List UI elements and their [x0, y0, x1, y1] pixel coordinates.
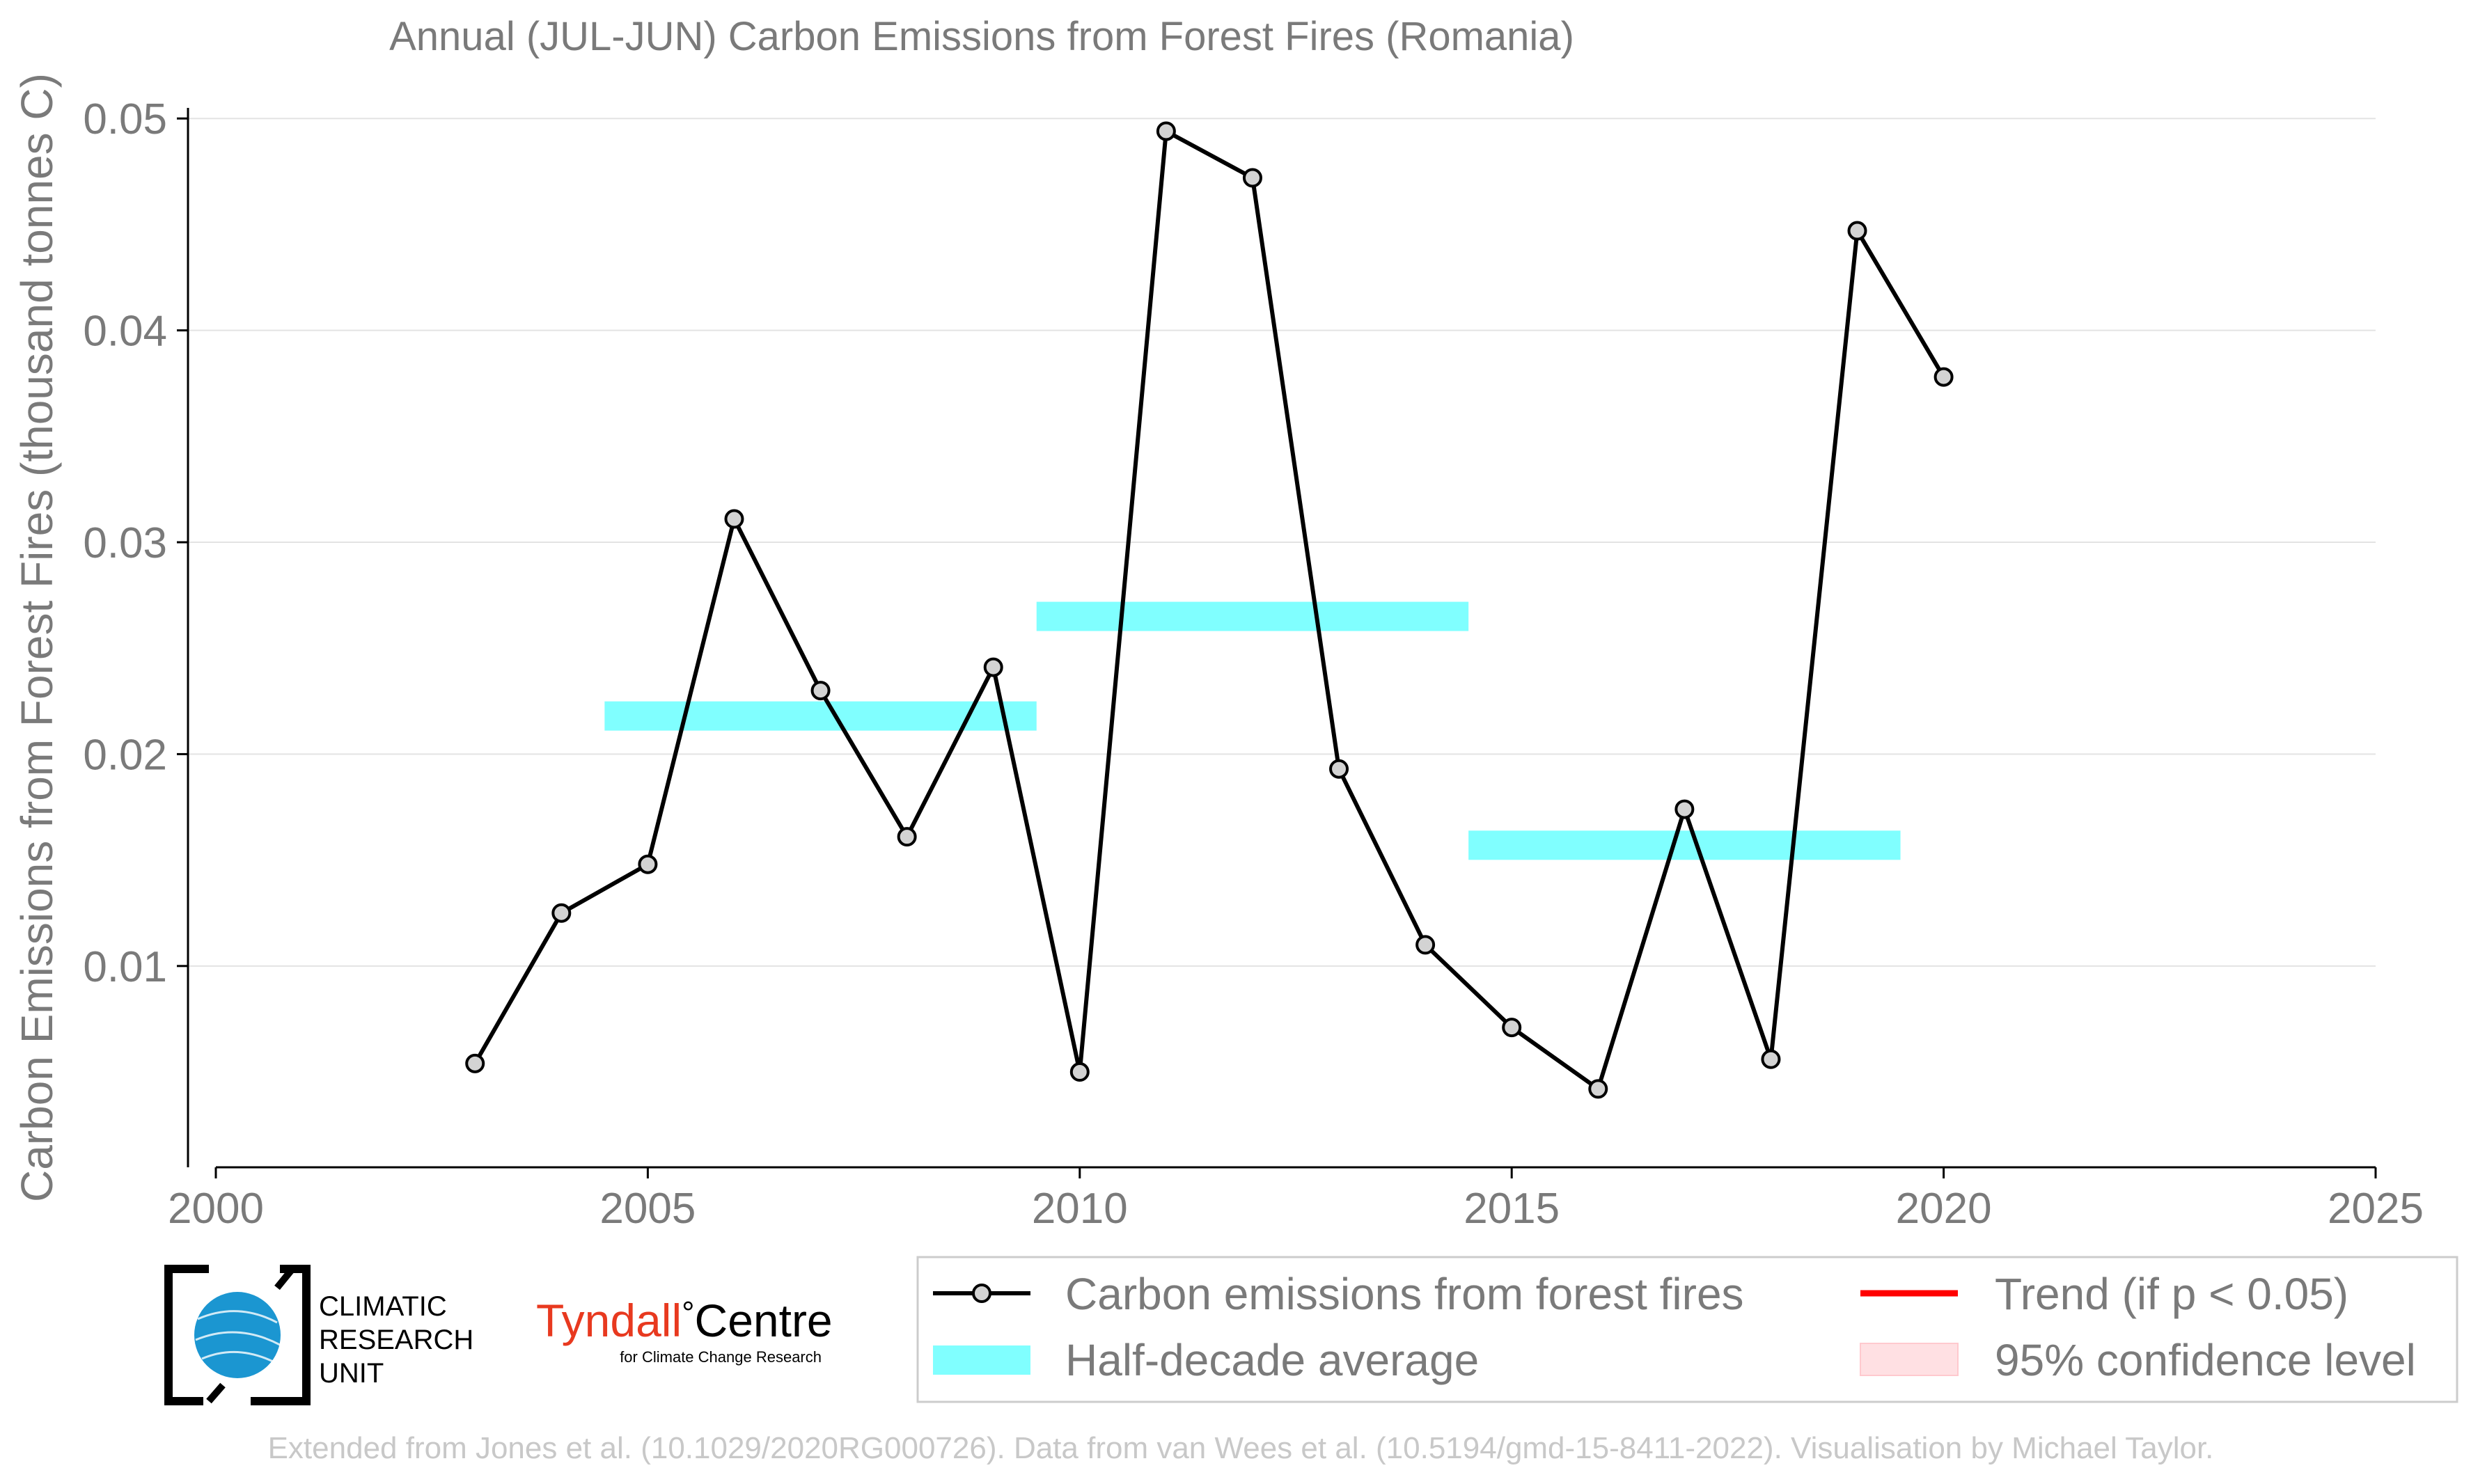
data-point	[1933, 367, 1954, 387]
data-point	[1588, 1079, 1608, 1099]
x-tick-label: 2000	[168, 1185, 264, 1233]
data-point	[1847, 221, 1867, 241]
legend-series-label: Carbon emissions from forest fires	[1065, 1269, 1744, 1319]
legend-confidence-swatch	[1860, 1343, 1959, 1376]
data-point	[897, 827, 917, 847]
cru-logo-slash	[206, 1266, 295, 1404]
data-point	[551, 903, 572, 923]
cru-logo-line2: RESEARCH	[319, 1325, 473, 1355]
data-point	[1502, 1018, 1522, 1038]
y-ticks: 0.01 0.02 0.03 0.04 0.05	[83, 95, 188, 991]
x-tick-label: 2015	[1464, 1185, 1560, 1233]
x-tick-label: 2020	[1896, 1185, 1992, 1233]
half-decade-bar	[1036, 601, 1469, 631]
legend-half-decade-swatch	[933, 1345, 1030, 1375]
data-point	[1242, 168, 1262, 188]
y-tick-label: 0.03	[83, 519, 167, 567]
footer-credit: Extended from Jones et al. (10.1029/2020…	[268, 1431, 2214, 1465]
data-point	[810, 681, 831, 701]
half-decade-bar	[1468, 830, 1901, 860]
data-point	[1069, 1062, 1090, 1082]
y-tick-label: 0.05	[83, 95, 167, 143]
tyndall-logo-name-b: Centre	[695, 1295, 833, 1346]
data-point	[638, 854, 658, 874]
legend-series-marker	[972, 1284, 991, 1303]
cru-logo-line3: UNIT	[319, 1358, 384, 1389]
y-tick-label: 0.04	[83, 308, 167, 356]
y-axis-label: Carbon Emissions from Forest Fires (thou…	[12, 73, 62, 1202]
x-tick-label: 2010	[1032, 1185, 1128, 1233]
data-point	[465, 1053, 485, 1073]
cru-logo-line1: CLIMATIC	[319, 1291, 447, 1322]
tyndall-logo-degree: °	[682, 1295, 694, 1331]
legend: Carbon emissions from forest fires Trend…	[916, 1256, 2458, 1403]
legend-frame	[916, 1256, 2458, 1403]
chart-title: Annual (JUL-JUN) Carbon Emissions from F…	[389, 14, 1574, 59]
tyndall-logo-subtitle: for Climate Change Research	[620, 1348, 822, 1366]
data-point	[983, 657, 1003, 677]
cru-logo-frame	[164, 1265, 311, 1405]
legend-confidence-label: 95% confidence level	[1995, 1335, 2416, 1385]
half-decade-bars	[604, 601, 1901, 860]
cru-logo: CLIMATIC RESEARCH UNIT	[164, 1265, 473, 1405]
y-tick-label: 0.02	[83, 731, 167, 779]
tyndall-logo-name-a: Tyndall	[536, 1295, 682, 1346]
y-tick-label: 0.01	[83, 943, 167, 991]
globe-icon-lines	[195, 1310, 281, 1364]
legend-half-decade-label: Half-decade average	[1065, 1335, 1479, 1385]
series-line	[473, 129, 1946, 1091]
tyndall-logo: Tyndall°Centre for Climate Change Resear…	[536, 1295, 833, 1366]
data-point	[1156, 121, 1176, 141]
legend-trend-label: Trend (if p < 0.05)	[1995, 1269, 2348, 1319]
tyndall-logo-name: Tyndall°Centre	[536, 1295, 833, 1346]
gridlines	[188, 118, 2376, 967]
data-point	[1415, 935, 1436, 955]
data-point	[1761, 1049, 1781, 1069]
x-tick-label: 2005	[599, 1185, 696, 1233]
data-point	[724, 509, 744, 529]
series-line-layer	[465, 121, 1954, 1099]
data-point	[1674, 799, 1695, 819]
data-point	[1329, 759, 1349, 779]
x-ticks: 2000 2005 2010 2015 2020 2025	[168, 1167, 2424, 1233]
x-tick-label: 2025	[2328, 1185, 2424, 1233]
